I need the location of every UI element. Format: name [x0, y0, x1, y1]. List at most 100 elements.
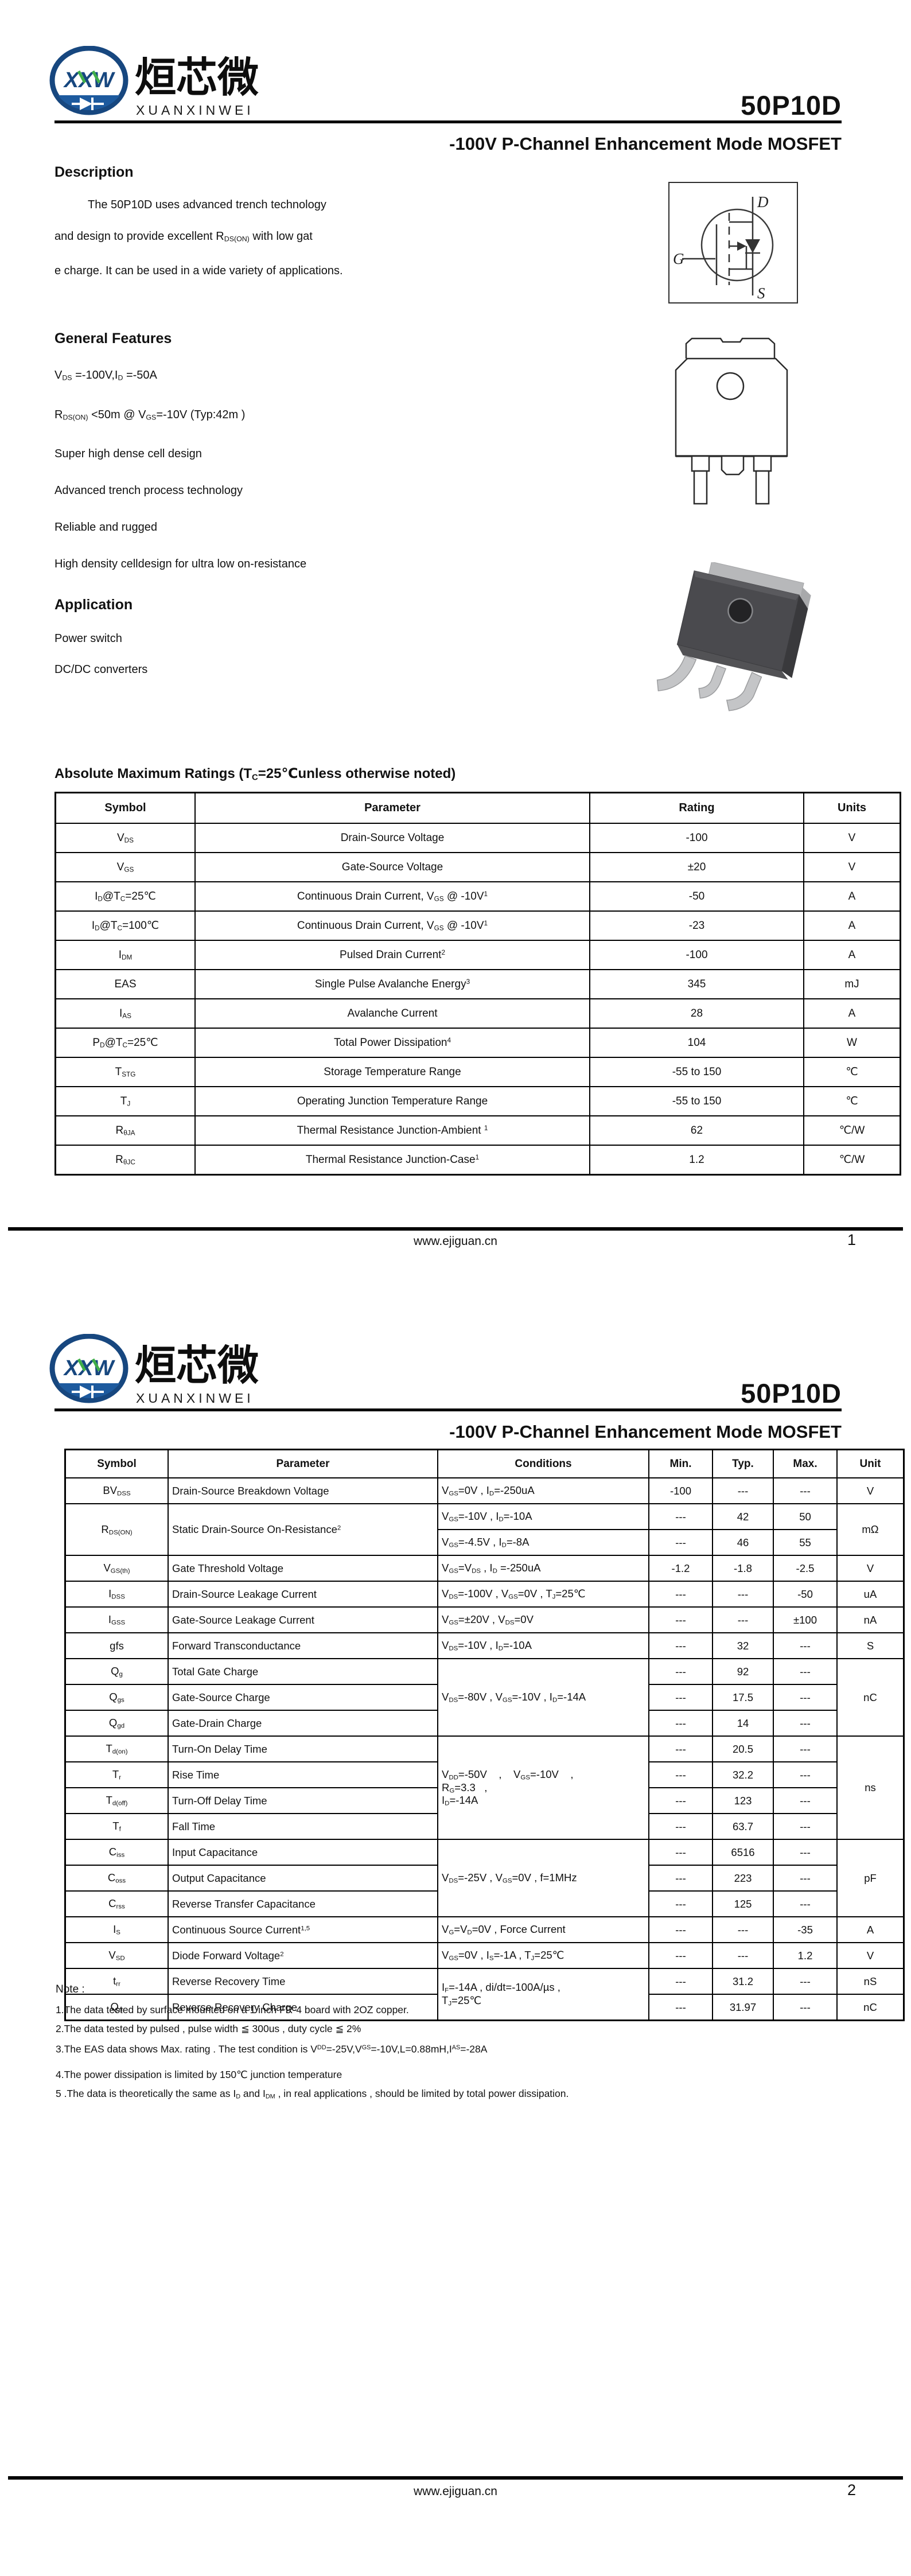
table-cell: V [836, 1942, 905, 1969]
logo-xxw-text: XXW [63, 68, 116, 92]
table-cell: --- [648, 1529, 713, 1556]
absolute-maximum-ratings-table: Symbol Parameter Rating Units VDS Drain-Sourc… [54, 792, 901, 1176]
table-cell: Continuous Drain Current, VGS @ -10V1 [194, 910, 590, 941]
table-cell: 20.5 [712, 1736, 774, 1762]
company-logo: XXW 烜芯微 XUANXINWEI [49, 1333, 318, 1411]
table-row: ID@TC=100℃ Continuous Drain Current, VGS … [54, 910, 901, 941]
table-cell: Gate-Drain Charge [168, 1710, 438, 1737]
description-line: and design to provide excellent RDS(ON) … [54, 230, 313, 243]
table-cell: 32 [712, 1632, 774, 1659]
part-number: 50P10D [741, 1378, 842, 1408]
datasheet-page-1: XXW 烜芯微 XUANXINWEI 50P10D -100V P-Channe… [8, 45, 903, 1248]
table-row: EAS Single Pulse Avalanche Energy3 345 mJ [54, 969, 901, 999]
document-title: -100V P-Channel Enhancement Mode MOSFET [449, 1422, 842, 1442]
package-outline-figure [671, 334, 792, 511]
table-cell: --- [712, 1916, 774, 1943]
table-row: Tr Rise Time --- 32.2 --- [64, 1761, 904, 1788]
table-cell: --- [773, 1813, 838, 1840]
footer-website-link[interactable]: www.ejiguan.cn [414, 1235, 497, 1248]
table-cell: --- [773, 1477, 838, 1504]
logo-chinese-name: 烜芯微 [135, 53, 259, 102]
table-cell: Drain-Source Leakage Current [168, 1581, 438, 1608]
table-cell: mΩ [836, 1503, 905, 1556]
table-cell: 63.7 [712, 1813, 774, 1840]
table-row: IGSS Gate-Source Leakage Current VGS=±20V … [64, 1606, 905, 1633]
table-cell: VDS=-25V , VGS=0V , f=1MHz [437, 1839, 649, 1917]
table-cell: A [836, 1916, 905, 1943]
logo-xxw-text: XXW [63, 1356, 116, 1380]
table-cell: --- [773, 1684, 838, 1711]
table-cell: ID@TC=25℃ [54, 881, 196, 912]
table-cell: Static Drain-Source On-Resistance2 [168, 1503, 438, 1556]
application-item: DC/DC converters [54, 663, 148, 676]
general-features-heading: General Features [54, 330, 172, 347]
table-cell: VGS=0V , ID=-250uA [437, 1477, 649, 1504]
table-cell: --- [773, 1632, 838, 1659]
table-cell: --- [773, 1890, 838, 1917]
table-cell: VDS=-80V , VGS=-10V , ID=-14A [437, 1658, 649, 1737]
table-cell: V [803, 823, 901, 853]
note-item: 1.The data tested by surface mounted on … [56, 2004, 409, 2015]
table-cell: Gate-Source Charge [168, 1684, 438, 1711]
document-title: -100V P-Channel Enhancement Mode MOSFET [449, 134, 842, 154]
table-cell: --- [712, 1942, 774, 1969]
table-cell: --- [773, 1736, 838, 1762]
table-cell: W [803, 1028, 901, 1058]
table-cell: RθJC [54, 1145, 196, 1176]
feature-item: VDS =-100V,ID =-50A [54, 369, 157, 382]
table-cell: -50 [773, 1581, 838, 1608]
table-cell: Td(off) [64, 1787, 169, 1814]
column-header: Parameter [168, 1449, 438, 1478]
table-cell: --- [648, 1503, 713, 1530]
table-cell: Forward Transconductance [168, 1632, 438, 1659]
table-cell: --- [648, 1787, 713, 1814]
table-cell: Gate Threshold Voltage [168, 1555, 438, 1582]
table-cell: VGS(th) [64, 1555, 169, 1582]
table-cell: nC [836, 1658, 905, 1737]
drain-label: D [757, 193, 769, 211]
table-cell: -55 to 150 [589, 1086, 804, 1116]
table-cell: ±100 [773, 1606, 838, 1633]
table-cell: IGSS [64, 1606, 169, 1633]
logo-chinese-name: 烜芯微 [135, 1341, 259, 1390]
company-logo: XXW 烜芯微 XUANXINWEI [49, 45, 318, 123]
table-row: VGS Gate-Source Voltage ±20 V [54, 852, 901, 882]
symbol-circle [700, 208, 774, 282]
footer-website-link[interactable]: www.ejiguan.cn [414, 2485, 497, 2498]
table-cell: Thermal Resistance Junction-Case1 [194, 1145, 590, 1176]
table-cell: VDD=-50V , VGS=-10V , RG=3.3 , ID=-14A [437, 1736, 649, 1840]
table-cell: -23 [589, 910, 804, 941]
table-row: Qrr Reverse Recovery Charge --- 31.97 --- nC [64, 1994, 905, 2021]
note-item: 2.The data tested by pulsed , pulse widt… [56, 2023, 361, 2034]
table-cell: -2.5 [773, 1555, 838, 1582]
table-cell: ID@TC=100℃ [54, 910, 196, 941]
table-cell: 14 [712, 1710, 774, 1737]
table-header-row: Symbol Parameter Conditions Min. Typ. Max. Uni… [64, 1449, 905, 1478]
table-cell: -55 to 150 [589, 1057, 804, 1087]
table-cell: BVDSS [64, 1477, 169, 1504]
description-line: e charge. It can be used in a wide varie… [54, 264, 343, 277]
notes-heading: Note : [56, 1983, 85, 1995]
table-row: IAS Avalanche Current 28 A [54, 998, 901, 1029]
table-cell: nC [836, 1994, 905, 2021]
column-header: Rating [589, 792, 804, 824]
table-row: PD@TC=25℃ Total Power Dissipation4 104 W [54, 1028, 901, 1058]
column-header: Typ. [712, 1449, 774, 1478]
table-cell: Crss [64, 1890, 169, 1917]
table-cell: V [836, 1555, 905, 1582]
column-header: Conditions [437, 1449, 649, 1478]
table-cell: Operating Junction Temperature Range [194, 1086, 590, 1116]
table-row: RθJC Thermal Resistance Junction-Case1 1.2… [54, 1145, 901, 1176]
table-cell: --- [648, 1865, 713, 1892]
table-cell: ℃ [803, 1057, 901, 1087]
table-row: Qg Total Gate Charge VDS=-80V , VGS=-10V ,… [64, 1658, 905, 1737]
mosfet-symbol-figure: D G S [668, 182, 798, 303]
table-cell: mJ [803, 969, 901, 999]
table-cell: Continuous Drain Current, VGS @ -10V1 [194, 881, 590, 912]
footer-rule [8, 2476, 903, 2480]
table-cell: ℃ [803, 1086, 901, 1116]
application-heading: Application [54, 597, 133, 613]
note-item: 3.The EAS data shows Max. rating . The t… [56, 2043, 488, 2055]
table-cell: RθJA [54, 1115, 196, 1146]
table-row: Qgd Gate-Drain Charge --- 14 --- [64, 1710, 904, 1737]
